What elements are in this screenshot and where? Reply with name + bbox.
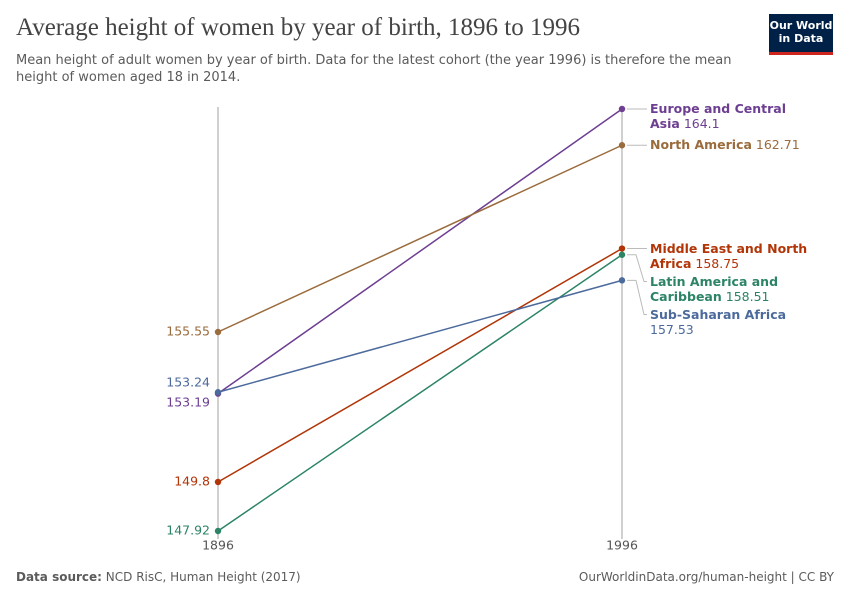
value-label: 155.55: [166, 323, 210, 338]
value-label: 164.1: [683, 116, 720, 131]
point: [618, 142, 626, 149]
series-name: Sub-Saharan Africa: [650, 306, 787, 322]
series-name: North America: [650, 137, 752, 153]
connector: [627, 254, 647, 283]
point: [618, 251, 626, 258]
series-name: Latin America and Caribbean: [650, 273, 779, 304]
value-label: 162.71: [755, 137, 800, 153]
source-label: Data source:: [16, 570, 102, 584]
point: [214, 389, 222, 396]
logo[interactable]: Our World in Data: [769, 14, 833, 55]
series-label[interactable]: Europe and Central Asia 164.1: [650, 101, 815, 131]
source-text: NCD RisC, Human Height (2017): [105, 570, 301, 584]
slope-line: [217, 279, 623, 393]
slope-line: [217, 144, 623, 333]
chart-title: Average height of women by year of birth…: [16, 14, 580, 41]
point: [618, 277, 626, 284]
x-tick-label: 1896: [202, 538, 234, 553]
series-label[interactable]: North America 162.71: [650, 137, 815, 152]
point: [214, 328, 222, 336]
series-name: Europe and Central Asia: [650, 101, 787, 131]
slope-line: [217, 247, 623, 483]
value-label: 149.8: [174, 473, 210, 488]
value-label: 153.24: [166, 374, 210, 389]
x-tick-label: 1996: [606, 538, 638, 553]
credit[interactable]: OurWorldinData.org/human-height | CC BY: [578, 570, 834, 584]
series-label[interactable]: Latin America and Caribbean 158.51: [650, 274, 815, 304]
series-label[interactable]: Middle East and North Africa 158.75: [650, 241, 815, 271]
logo-line: Our World: [769, 19, 833, 32]
point: [214, 478, 222, 486]
point: [214, 527, 222, 535]
value-label: 153.19: [166, 394, 210, 409]
slope-line: [217, 254, 623, 532]
slope-line: [217, 108, 623, 395]
point: [618, 245, 626, 252]
point: [618, 105, 626, 113]
series-name: Middle East and North Africa: [650, 240, 808, 271]
value-label: 158.75: [695, 255, 740, 271]
value-label: 158.51: [725, 288, 770, 304]
source: Data source: NCD RisC, Human Height (201…: [16, 570, 301, 584]
logo-line: in Data: [778, 32, 824, 45]
connector: [627, 279, 647, 316]
value-label: 147.92: [166, 523, 210, 538]
series-label[interactable]: Sub-Saharan Africa 157.53: [650, 307, 815, 337]
value-label: 157.53: [650, 321, 694, 337]
chart-subtitle: Mean height of adult women by year of bi…: [16, 53, 732, 85]
